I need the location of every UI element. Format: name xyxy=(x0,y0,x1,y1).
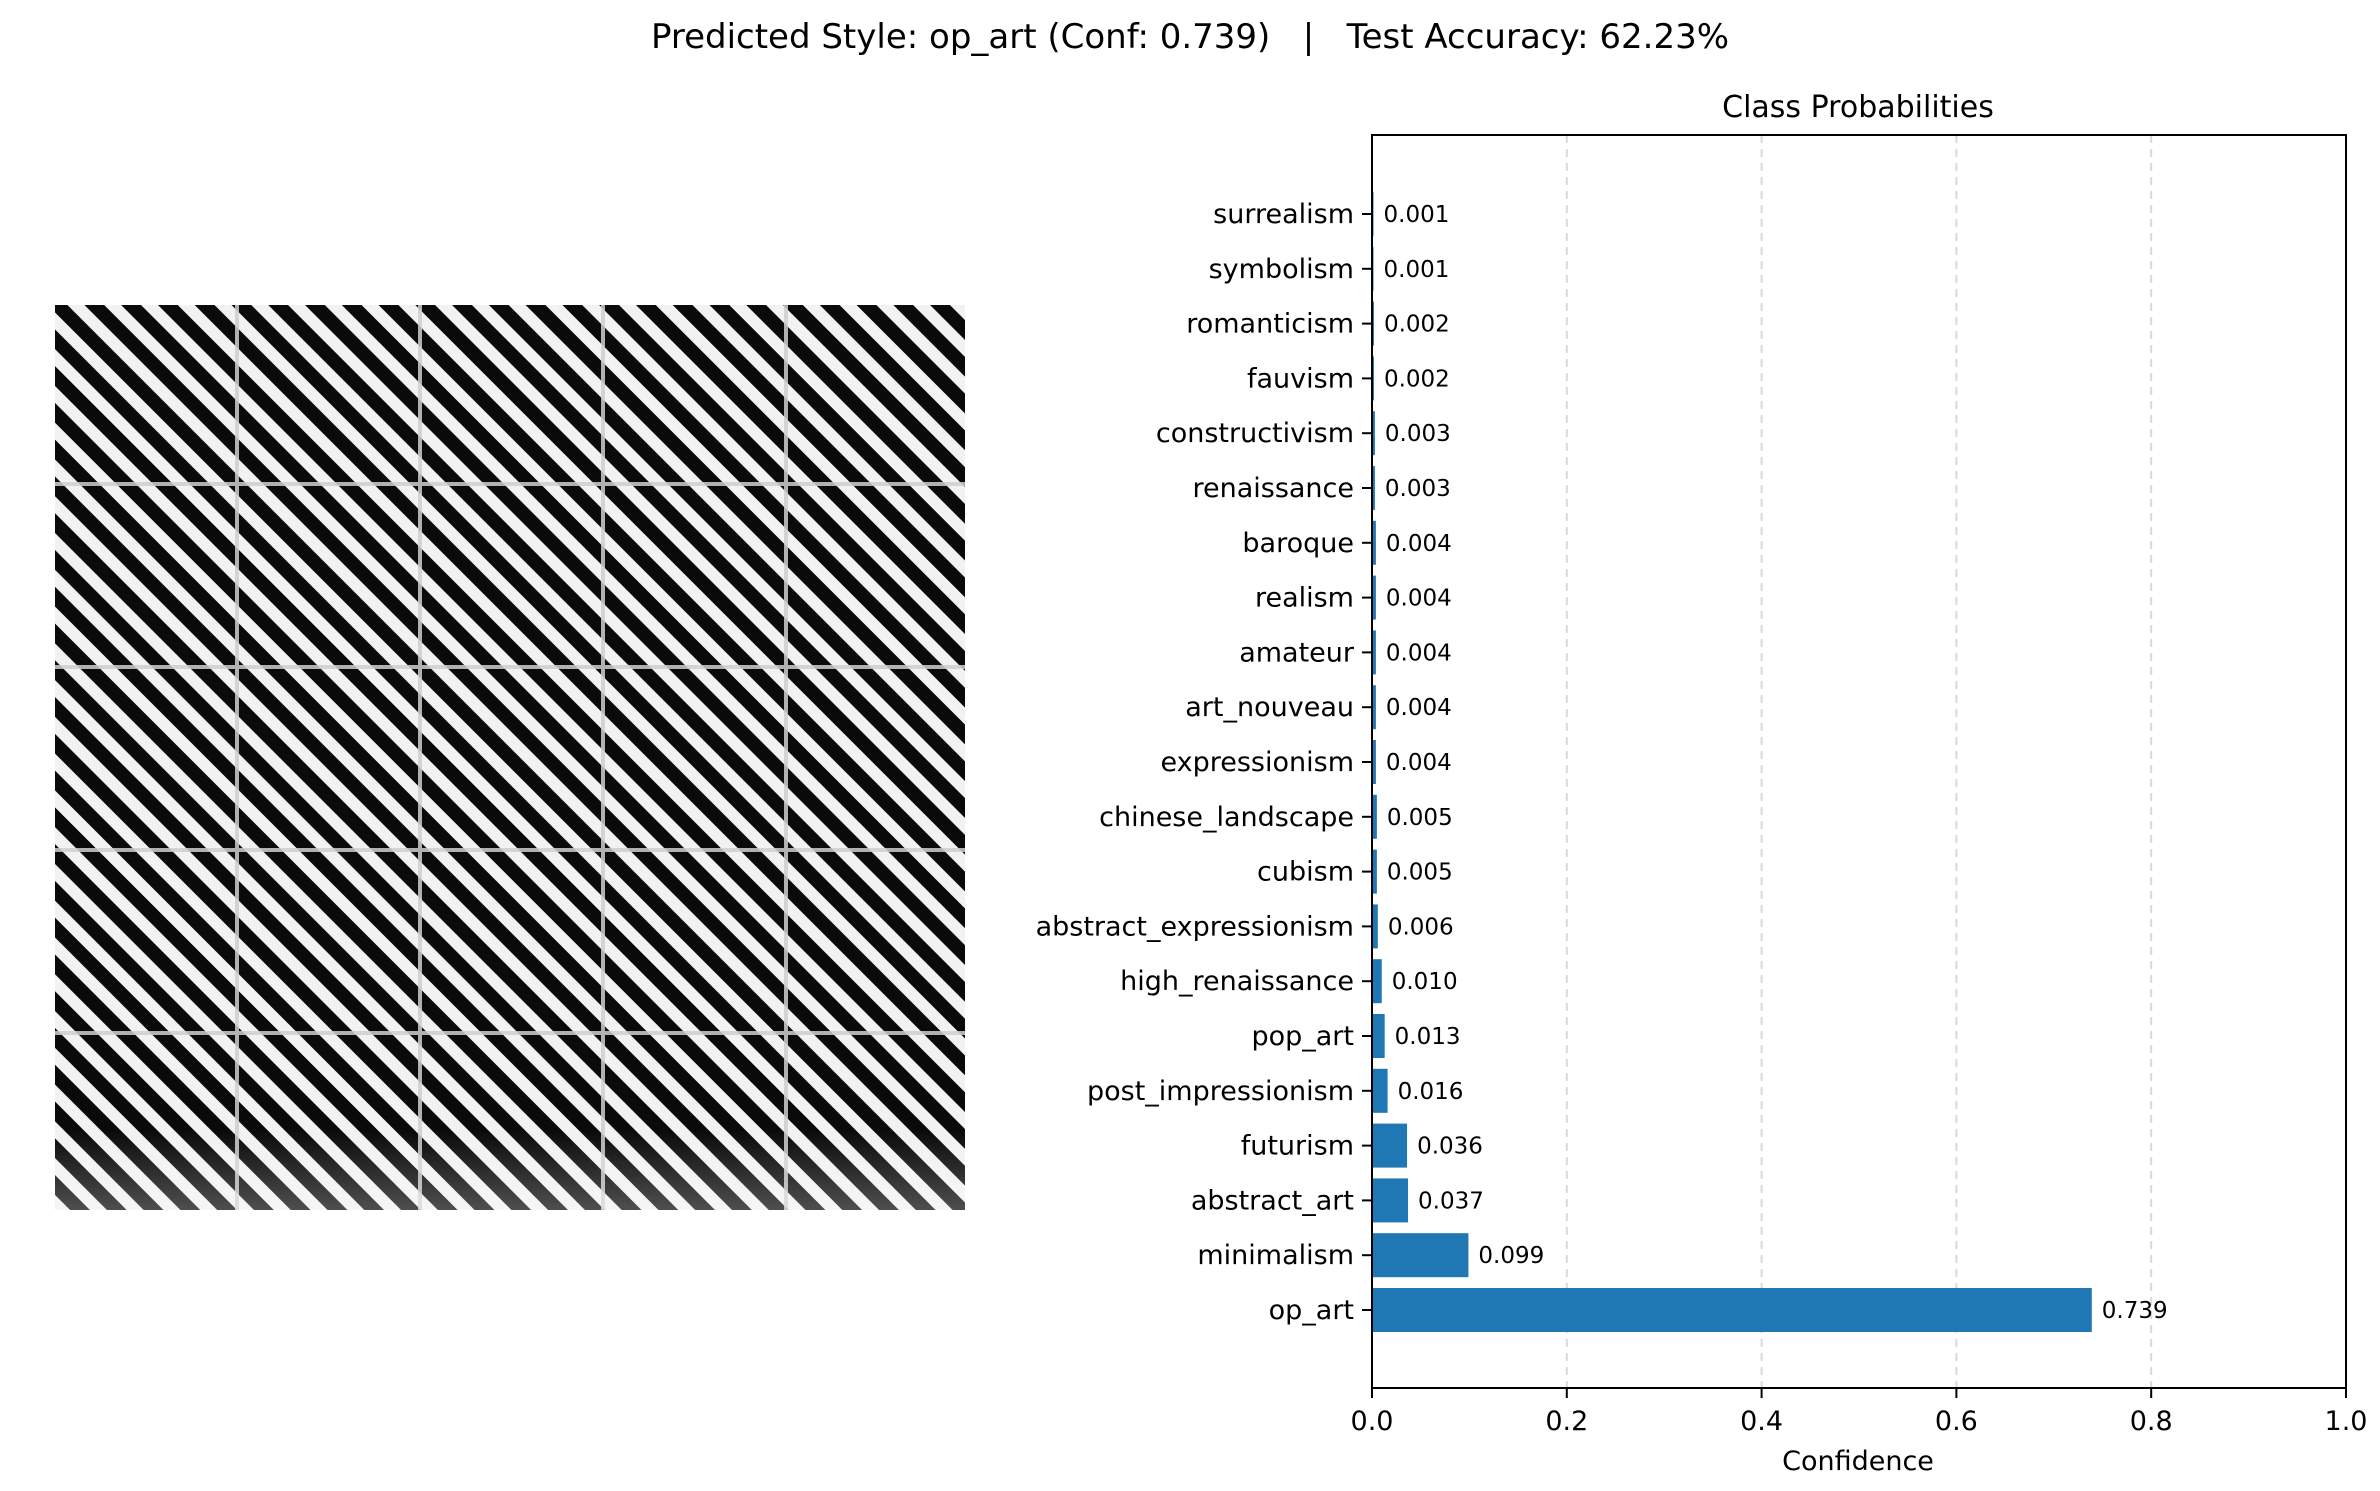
value-label-art_nouveau: 0.004 xyxy=(1386,695,1452,721)
value-label-expressionism: 0.004 xyxy=(1386,750,1452,776)
value-label-renaissance: 0.003 xyxy=(1385,476,1451,502)
bar-futurism xyxy=(1372,1123,1408,1168)
y-tick-label-post_impressionism: post_impressionism xyxy=(1087,1076,1354,1107)
grid-lines xyxy=(1565,135,2153,1388)
y-tick-label-pop_art: pop_art xyxy=(1251,1021,1354,1052)
value-label-fauvism: 0.002 xyxy=(1384,366,1450,392)
bars xyxy=(1372,192,2092,1332)
x-tick-label: 0.4 xyxy=(1740,1406,1783,1437)
y-tick-label-art_nouveau: art_nouveau xyxy=(1185,692,1354,723)
y-tick-labels: op_art minimalism abstract_art futurism post… xyxy=(1036,199,1372,1326)
bar-minimalism xyxy=(1372,1233,1469,1278)
value-label-chinese_landscape: 0.005 xyxy=(1387,805,1453,831)
value-label-post_impressionism: 0.016 xyxy=(1398,1079,1464,1105)
y-tick-label-high_renaissance: high_renaissance xyxy=(1120,966,1354,997)
x-tick-label: 0.0 xyxy=(1351,1406,1394,1437)
y-tick-label-abstract_art: abstract_art xyxy=(1191,1185,1354,1216)
bar-abstract_expressionism xyxy=(1372,904,1378,949)
bar-realism xyxy=(1372,575,1376,620)
y-tick-label-fauvism: fauvism xyxy=(1247,363,1354,394)
op-art-diagonal-stripes-image xyxy=(55,305,965,1210)
class-probabilities-chart: Class Probabilities 0.739 0.099 0.037 0.036… xyxy=(1036,90,2368,1477)
figure-suptitle: Predicted Style: op_art (Conf: 0.739) | … xyxy=(651,17,1729,57)
x-tick-label: 1.0 xyxy=(2325,1406,2368,1437)
axes-frame xyxy=(1371,134,2347,1389)
bar-constructivism xyxy=(1372,411,1375,456)
y-tick-label-cubism: cubism xyxy=(1257,857,1354,888)
y-tick-label-renaissance: renaissance xyxy=(1192,473,1354,504)
bar-post_impressionism xyxy=(1372,1068,1388,1113)
value-label-futurism: 0.036 xyxy=(1417,1134,1483,1160)
y-tick-label-baroque: baroque xyxy=(1242,528,1354,559)
x-tick-label: 0.8 xyxy=(2130,1406,2173,1437)
value-label-surrealism: 0.001 xyxy=(1384,202,1450,228)
y-tick-label-expressionism: expressionism xyxy=(1160,747,1354,778)
bar-art_nouveau xyxy=(1372,685,1376,730)
bar-abstract_art xyxy=(1372,1178,1409,1223)
y-tick-label-romanticism: romanticism xyxy=(1186,309,1354,340)
bar-renaissance xyxy=(1372,466,1375,510)
y-tick-label-abstract_expressionism: abstract_expressionism xyxy=(1036,911,1354,942)
bar-high_renaissance xyxy=(1372,959,1382,1004)
value-label-constructivism: 0.003 xyxy=(1385,421,1451,447)
y-tick-label-constructivism: constructivism xyxy=(1156,418,1354,449)
value-label-realism: 0.004 xyxy=(1386,586,1452,612)
bar-baroque xyxy=(1372,520,1376,565)
value-label-op_art: 0.739 xyxy=(2102,1298,2168,1324)
value-label-baroque: 0.004 xyxy=(1386,531,1452,557)
value-label-abstract_expressionism: 0.006 xyxy=(1388,914,1454,940)
value-label-symbolism: 0.001 xyxy=(1384,257,1450,283)
bar-amateur xyxy=(1372,630,1376,675)
y-tick-label-op_art: op_art xyxy=(1269,1295,1354,1326)
value-label-abstract_art: 0.037 xyxy=(1418,1188,1484,1214)
bar-op_art xyxy=(1372,1288,2092,1332)
y-tick-label-surrealism: surrealism xyxy=(1213,199,1354,230)
y-tick-label-realism: realism xyxy=(1255,583,1354,614)
y-tick-label-amateur: amateur xyxy=(1239,637,1355,668)
value-label-minimalism: 0.099 xyxy=(1478,1243,1544,1269)
chart-title: Class Probabilities xyxy=(1722,90,1994,125)
x-axis-label: Confidence xyxy=(1782,1446,1934,1477)
value-label-high_renaissance: 0.010 xyxy=(1392,969,1458,995)
x-tick-label: 0.2 xyxy=(1545,1406,1588,1437)
x-tick-labels: 0.0 0.2 0.4 0.6 0.8 1.0 xyxy=(1351,1388,2368,1437)
y-tick-label-minimalism: minimalism xyxy=(1197,1240,1354,1271)
y-tick-label-chinese_landscape: chinese_landscape xyxy=(1099,802,1354,833)
value-label-romanticism: 0.002 xyxy=(1384,312,1450,338)
bar-expressionism xyxy=(1372,740,1376,784)
value-labels: 0.739 0.099 0.037 0.036 0.016 0.013 0.010 0.006… xyxy=(1384,202,2168,1324)
bar-pop_art xyxy=(1372,1014,1385,1058)
x-tick-label: 0.6 xyxy=(1935,1406,1978,1437)
value-label-amateur: 0.004 xyxy=(1386,640,1452,666)
y-tick-label-futurism: futurism xyxy=(1241,1131,1354,1162)
value-label-cubism: 0.005 xyxy=(1387,860,1453,886)
value-label-pop_art: 0.013 xyxy=(1395,1024,1461,1050)
bar-cubism xyxy=(1372,849,1377,894)
bar-chinese_landscape xyxy=(1372,794,1377,839)
y-tick-label-symbolism: symbolism xyxy=(1209,254,1354,285)
